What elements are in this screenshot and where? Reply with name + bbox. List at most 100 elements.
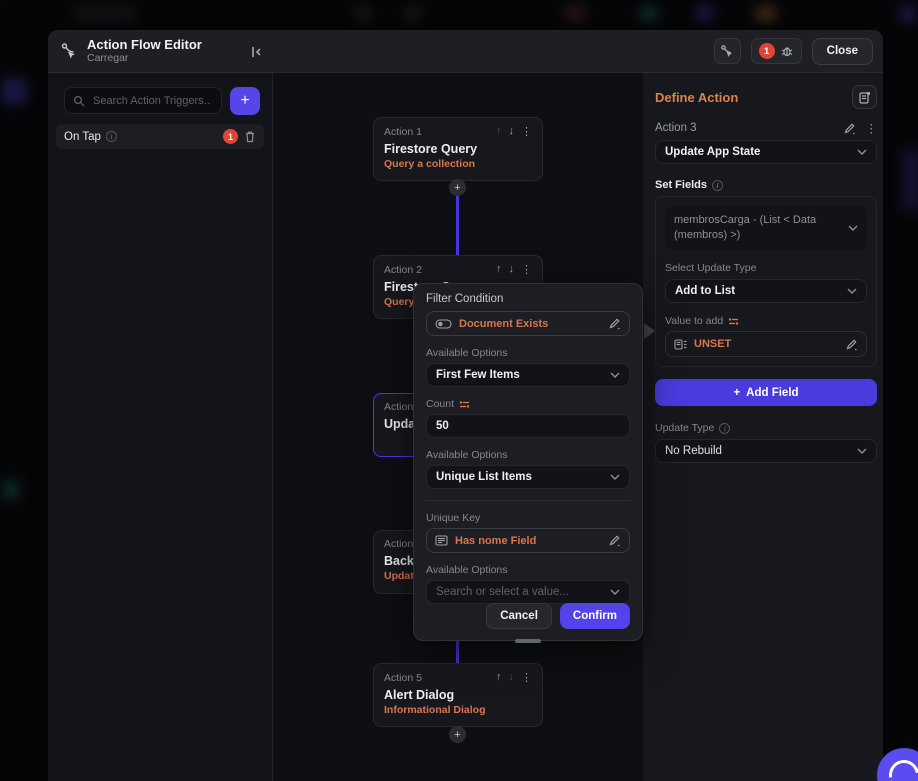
node-action-1[interactable]: Action 1 ↑ ↓ ⋮ Firestore Query Query a c… <box>373 117 543 181</box>
node-title: Firestore Query <box>384 142 478 156</box>
value-search-placeholder: Search or select a value... <box>436 586 569 598</box>
popover-title: Filter Condition <box>426 293 504 305</box>
test-flow-button[interactable] <box>713 38 741 64</box>
node-menu-icon[interactable]: ⋮ <box>521 672 532 684</box>
action-count-badge: 1 <box>223 129 238 144</box>
unique-key-field[interactable]: Has nome Field <box>426 528 630 553</box>
node-label: Action 4 <box>384 538 422 550</box>
filter-condition-popover: Filter Condition Document Exists Availab… <box>413 283 643 643</box>
node-label: Action 3 <box>384 401 422 413</box>
chevron-down-icon <box>610 474 620 480</box>
available-options-label: Available Options <box>426 564 508 576</box>
error-count-badge: 1 <box>758 43 775 59</box>
edit-icon[interactable] <box>843 122 856 135</box>
unique-key-value: Has nome Field <box>455 534 537 547</box>
value-to-add-field[interactable]: UNSET <box>665 331 867 357</box>
add-trigger-button[interactable]: + <box>230 87 260 115</box>
action-list-button[interactable] <box>852 85 877 109</box>
search-input[interactable] <box>91 93 213 108</box>
dialog-title: Action Flow Editor <box>87 36 202 52</box>
flow-editor-icon <box>60 42 79 61</box>
define-action-panel: Define Action Action 3 <box>643 73 883 781</box>
move-down-icon[interactable]: ↓ <box>508 263 515 275</box>
node-menu-icon[interactable]: ⋮ <box>521 126 532 138</box>
node-title: Alert Dialog <box>384 688 455 702</box>
move-up-icon[interactable]: ↑ <box>496 263 502 275</box>
set-fields-box: membrosCarga - (List < Data (membros) >)… <box>655 196 877 367</box>
insert-action-button[interactable]: + <box>449 726 466 743</box>
value-to-add-label: Value to add <box>665 315 724 327</box>
update-type-value: Add to List <box>675 285 736 297</box>
action-list-icon <box>858 91 871 104</box>
node-menu-icon[interactable]: ⋮ <box>521 264 532 276</box>
action-name: Action 3 <box>655 122 697 134</box>
confirm-button[interactable]: Confirm <box>559 603 630 629</box>
connector-arrow <box>644 323 655 339</box>
unique-list-value: Unique List Items <box>436 471 532 483</box>
update-type-select[interactable]: Add to List <box>665 279 867 303</box>
move-down-icon[interactable]: ↓ <box>508 125 515 137</box>
list-value-icon <box>435 535 448 546</box>
close-button[interactable]: Close <box>811 37 873 65</box>
available-options-label: Available Options <box>426 347 508 359</box>
move-up-icon[interactable]: ↑ <box>496 671 502 683</box>
set-fields-label-row: Set Fields i <box>655 179 877 191</box>
condition-field[interactable]: Document Exists <box>426 311 630 336</box>
insert-action-button[interactable]: + <box>449 179 466 196</box>
value-search-select[interactable]: Search or select a value... <box>426 580 630 604</box>
node-header: Action 3 <box>384 401 532 413</box>
action-type-select[interactable]: Update App State <box>655 140 877 164</box>
info-icon: i <box>105 131 117 142</box>
node-label: Action 5 <box>384 671 422 684</box>
popover-drag-handle[interactable] <box>515 639 541 643</box>
chevron-down-icon <box>857 448 867 454</box>
variable-icon <box>459 400 470 409</box>
toggle-icon <box>435 318 452 329</box>
first-few-value: First Few Items <box>436 369 520 381</box>
rebuild-select[interactable]: No Rebuild <box>655 439 877 463</box>
trash-icon[interactable] <box>244 130 256 143</box>
search-field[interactable] <box>64 87 222 114</box>
collapse-panel-icon[interactable] <box>246 41 268 63</box>
dialog-subtitle: Carregar <box>87 52 129 65</box>
count-input[interactable] <box>426 414 630 438</box>
action-type-value: Update App State <box>665 146 761 158</box>
close-button-label: Close <box>826 45 858 57</box>
debug-button[interactable]: 1 <box>750 38 802 64</box>
triggers-sidebar: + On Tap i 1 <box>48 73 273 781</box>
flow-test-icon <box>720 44 735 59</box>
popover-buttons: Cancel Confirm <box>486 603 630 629</box>
move-up-icon[interactable]: ↑ <box>496 125 502 137</box>
node-action-5[interactable]: Action 5 ↑ ↓ ⋮ Alert Dialog Informationa… <box>373 663 543 727</box>
edit-icon[interactable] <box>845 338 858 351</box>
chevron-down-icon <box>857 149 867 155</box>
select-update-type-label: Select Update Type <box>665 262 757 274</box>
move-down-icon[interactable]: ↓ <box>508 671 515 683</box>
count-label: Count <box>426 398 455 410</box>
add-field-label: Add Field <box>746 386 799 399</box>
plus-icon: + <box>733 386 741 399</box>
first-few-items-select[interactable]: First Few Items <box>426 363 630 387</box>
unique-list-items-select[interactable]: Unique List Items <box>426 465 630 489</box>
add-field-button[interactable]: + Add Field <box>655 379 877 406</box>
trigger-item-on-tap[interactable]: On Tap i 1 <box>56 124 264 149</box>
available-options-label: Available Options <box>426 449 508 461</box>
chevron-down-icon <box>847 288 857 294</box>
update-type-label-row: Update Type i <box>655 422 877 434</box>
node-label: Action 2 <box>384 263 422 276</box>
value-to-add-label-row: Value to add <box>665 315 867 327</box>
chevron-down-icon <box>848 225 858 231</box>
info-icon: i <box>719 422 731 434</box>
cancel-button[interactable]: Cancel <box>486 603 552 629</box>
edit-icon[interactable] <box>608 534 621 547</box>
header-titles: Action Flow Editor Carregar <box>87 36 202 65</box>
edit-icon[interactable] <box>608 317 621 330</box>
field-select[interactable]: membrosCarga - (List < Data (membros) >) <box>665 206 867 250</box>
node-header: Action 4 <box>384 538 532 550</box>
action-name-row: Action 3 ⋮ <box>655 121 877 135</box>
condition-value: Document Exists <box>459 317 549 330</box>
value-state: UNSET <box>694 338 732 350</box>
header-actions: 1 Close <box>713 37 873 65</box>
action-menu-icon[interactable]: ⋮ <box>865 123 878 135</box>
